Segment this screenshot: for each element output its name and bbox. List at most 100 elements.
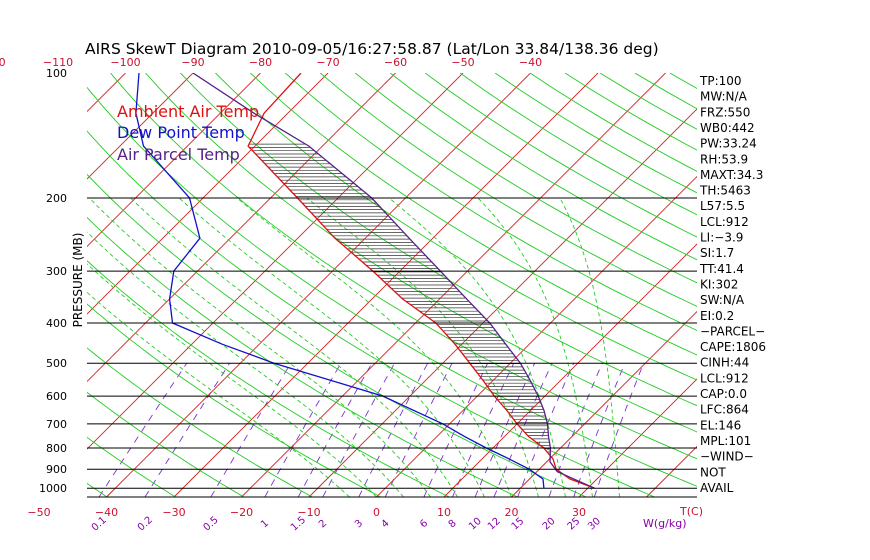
mixing-ratio-label: 4 xyxy=(379,518,391,530)
top-temp-label: −90 xyxy=(181,56,204,69)
mixing-ratio-label: 2 xyxy=(317,518,329,530)
top-temp-label: −80 xyxy=(249,56,272,69)
dry-adiabat-line xyxy=(87,436,176,498)
bottom-temp-label: 30 xyxy=(572,506,586,519)
stat-line: SI:1.7 xyxy=(700,246,734,260)
stat-line: TH:5463 xyxy=(699,184,751,198)
dry-adiabat-line xyxy=(320,73,697,307)
mixing-ratio-line xyxy=(548,363,603,498)
mixing-ratio-line xyxy=(264,362,342,498)
moist-adiabat-line xyxy=(178,197,485,498)
top-temp-label: −60 xyxy=(384,56,407,69)
dry-adiabat-line xyxy=(145,73,697,433)
stat-line: CAP:0.0 xyxy=(700,387,747,401)
dry-adiabat-line xyxy=(389,73,697,261)
mixing-ratio-label: 6 xyxy=(418,518,430,530)
top-temp-label: −70 xyxy=(316,56,339,69)
isotherm-line xyxy=(87,73,126,113)
isotherm-line xyxy=(443,243,697,498)
isotherm-line xyxy=(87,73,194,180)
mixing-ratio-lines xyxy=(98,362,645,498)
stat-line: AVAIL xyxy=(700,481,734,495)
dry-adiabat-line xyxy=(740,73,870,497)
stat-line: L57:5.5 xyxy=(700,199,745,213)
isotherm-line xyxy=(173,73,599,498)
mixing-ratio-line xyxy=(144,362,230,498)
dry-adiabat-line xyxy=(810,73,870,497)
mixing-ratio-line xyxy=(322,362,395,498)
dry-adiabat-line xyxy=(87,216,518,498)
top-temp-label: −50 xyxy=(451,56,474,69)
isotherm-line xyxy=(0,73,58,497)
stat-line: FRZ:550 xyxy=(700,105,750,119)
isotherm-line xyxy=(106,73,531,498)
mixing-ratio-line xyxy=(423,362,489,498)
pressure-label: 900 xyxy=(46,463,67,476)
pressure-label: 800 xyxy=(46,442,67,455)
bottom-temp-label: −20 xyxy=(230,506,253,519)
bottom-temp-label: −40 xyxy=(95,506,118,519)
mixing-axis-label: W(g/kg) xyxy=(643,517,687,530)
isobar-lines xyxy=(87,197,697,498)
stat-line: −PARCEL− xyxy=(700,324,765,338)
dry-adiabat-line xyxy=(845,73,870,497)
ambient-air-temp-line xyxy=(247,73,595,489)
moist-adiabat-line xyxy=(477,197,593,498)
y-axis-label: PRESSURE (MB) xyxy=(71,233,85,328)
isotherm-line xyxy=(87,73,329,315)
top-temp-label: −40 xyxy=(519,56,542,69)
mixing-ratio-line xyxy=(98,362,188,498)
dry-adiabat-line xyxy=(180,73,697,407)
stat-line: EL:146 xyxy=(700,418,741,432)
moist-adiabat-lines xyxy=(87,197,620,498)
bottom-temp-label: 0 xyxy=(373,506,380,519)
pressure-label: 700 xyxy=(46,418,67,431)
stat-line: SW:N/A xyxy=(700,293,745,307)
pressure-label: 600 xyxy=(46,390,67,403)
pressure-label: 300 xyxy=(46,265,67,278)
dry-adiabat-line xyxy=(87,391,245,498)
pressure-label: 100 xyxy=(46,67,67,80)
stat-line: MAXT:34.3 xyxy=(700,168,763,182)
dry-adiabat-lines xyxy=(87,73,870,498)
dry-adiabat-line xyxy=(87,86,697,487)
dry-adiabat-line xyxy=(354,73,697,284)
dry-adiabat-line xyxy=(87,482,108,498)
bottom-temp-label: −30 xyxy=(162,506,185,519)
dry-adiabat-line xyxy=(87,173,587,498)
moist-adiabat-line xyxy=(236,197,512,498)
moist-adiabat-line xyxy=(388,197,566,498)
isotherm-line xyxy=(87,73,464,450)
dry-adiabat-line xyxy=(250,73,697,356)
dry-adiabat-line xyxy=(87,130,655,498)
dry-adiabat-line xyxy=(87,303,382,498)
moist-adiabat-line xyxy=(87,263,377,498)
mixing-ratio-line xyxy=(297,362,373,498)
pressure-label: 1000 xyxy=(39,482,67,495)
legend-air-parcel-temp: Air Parcel Temp xyxy=(117,145,240,164)
stat-line: PW:33.24 xyxy=(700,137,757,151)
pressure-label: 500 xyxy=(46,357,67,370)
dry-adiabat-line xyxy=(775,73,870,497)
legend: Ambient Air Temp Dew Point Temp Air Parc… xyxy=(117,102,259,164)
dry-adiabat-line xyxy=(424,73,697,238)
legend-dew-point-temp: Dew Point Temp xyxy=(117,123,245,142)
stat-line: KI:302 xyxy=(700,277,738,291)
top-temp-label: −100 xyxy=(110,56,140,69)
stat-line: MW:N/A xyxy=(700,90,748,104)
mixing-ratio-label: 0.5 xyxy=(202,515,221,534)
bottom-temp-label: −50 xyxy=(27,506,50,519)
stat-line: TT:41.4 xyxy=(699,262,744,276)
mixing-ratio-label: 10 xyxy=(467,516,484,533)
stat-line: CINH:44 xyxy=(700,356,749,370)
stat-line: TP:100 xyxy=(699,74,742,88)
moist-adiabat-line xyxy=(306,197,539,498)
moist-adiabat-line xyxy=(130,197,458,498)
mixing-ratio-line xyxy=(493,363,553,498)
top-temp-label: −110 xyxy=(43,56,73,69)
cape-hatch xyxy=(249,143,551,456)
plot-area xyxy=(0,73,870,498)
bottom-temp-label: −10 xyxy=(297,506,320,519)
stat-line: NOT xyxy=(700,465,726,479)
